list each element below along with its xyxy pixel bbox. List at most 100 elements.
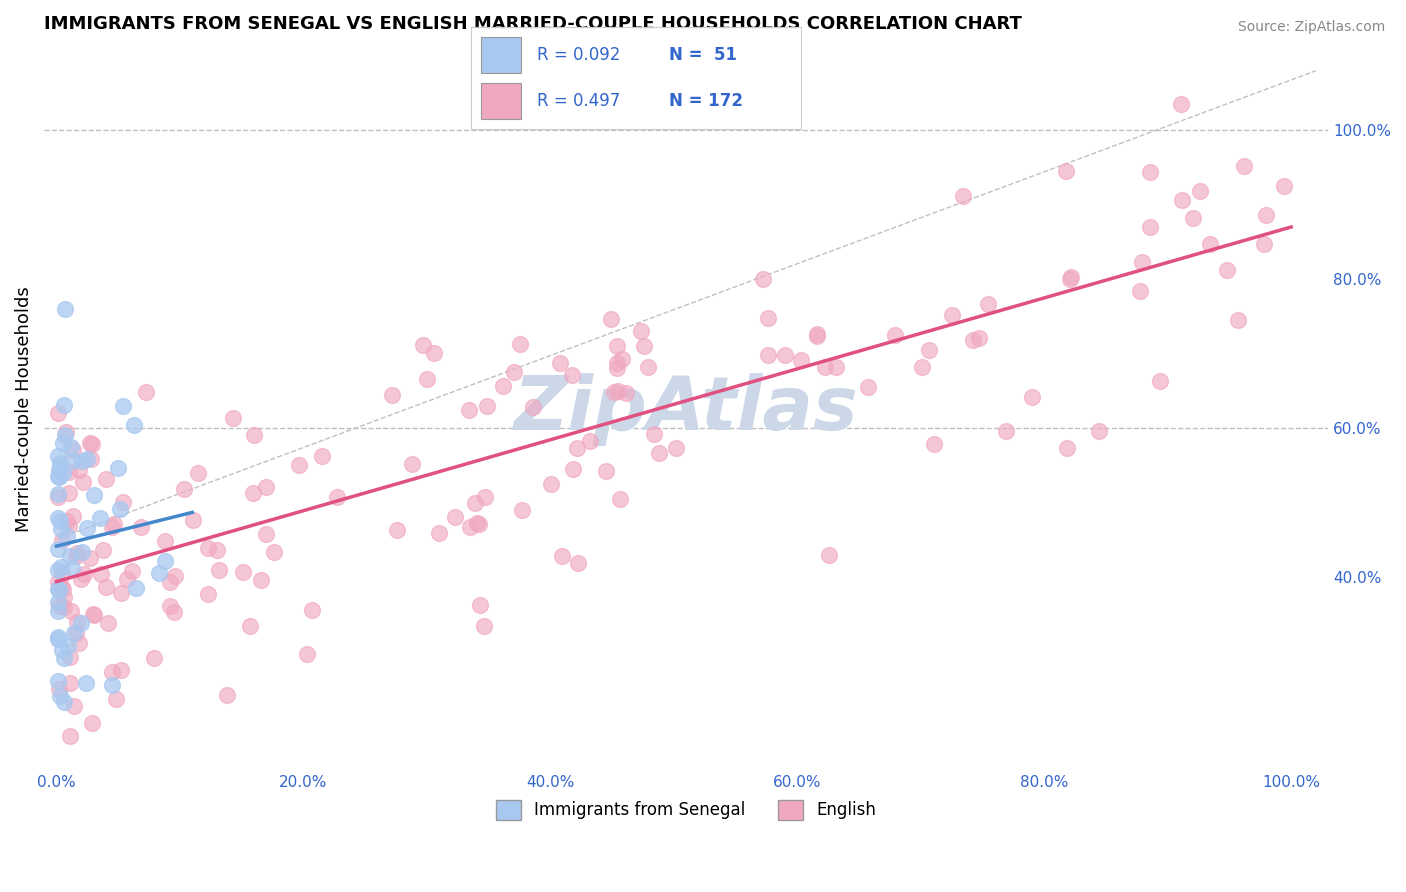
Point	[475, 399, 498, 413]
Point	[263, 545, 285, 559]
Text: R = 0.497: R = 0.497	[537, 92, 620, 110]
Point	[221, 411, 243, 425]
Point	[565, 441, 588, 455]
Point	[46, 468, 69, 483]
Point	[53, 599, 76, 614]
Point	[58, 519, 80, 533]
Point	[69, 572, 91, 586]
Point	[83, 608, 105, 623]
Point	[922, 436, 945, 450]
Point	[63, 699, 86, 714]
Point	[1233, 159, 1256, 173]
Point	[423, 346, 446, 360]
Text: N = 172: N = 172	[669, 92, 744, 110]
Point	[962, 333, 984, 347]
Point	[52, 591, 75, 605]
Point	[918, 343, 941, 357]
Point	[59, 650, 82, 665]
Point	[100, 665, 122, 680]
Point	[1021, 390, 1043, 404]
Point	[52, 436, 75, 450]
Point	[444, 510, 467, 524]
Point	[561, 461, 583, 475]
Point	[142, 651, 165, 665]
Point	[97, 615, 120, 630]
Point	[412, 338, 434, 352]
Point	[110, 586, 132, 600]
Point	[48, 689, 70, 703]
Point	[103, 516, 125, 531]
Point	[1253, 237, 1275, 252]
Point	[600, 312, 623, 326]
Point	[648, 446, 671, 460]
FancyBboxPatch shape	[481, 83, 520, 119]
Text: Source: ZipAtlas.com: Source: ZipAtlas.com	[1237, 20, 1385, 34]
Point	[1149, 374, 1171, 388]
Point	[239, 618, 262, 632]
Point	[76, 452, 98, 467]
Point	[111, 399, 134, 413]
Legend: Immigrants from Senegal, English: Immigrants from Senegal, English	[489, 793, 883, 827]
Point	[51, 567, 73, 582]
Point	[59, 729, 82, 743]
Point	[53, 301, 76, 316]
Point	[46, 490, 69, 504]
Point	[522, 400, 544, 414]
Point	[62, 509, 84, 524]
Point	[48, 470, 70, 484]
Point	[215, 688, 238, 702]
Point	[52, 582, 75, 596]
Point	[75, 675, 97, 690]
Point	[994, 424, 1017, 438]
Point	[117, 572, 139, 586]
Point	[58, 485, 80, 500]
Point	[540, 477, 562, 491]
Point	[427, 525, 450, 540]
Point	[1130, 255, 1153, 269]
Point	[49, 514, 72, 528]
Point	[135, 384, 157, 399]
Point	[464, 496, 486, 510]
Point	[80, 451, 103, 466]
Point	[65, 549, 87, 563]
Point	[60, 454, 83, 468]
Point	[458, 520, 481, 534]
Point	[1170, 96, 1192, 111]
Point	[1060, 270, 1083, 285]
Point	[67, 635, 90, 649]
Point	[665, 441, 688, 455]
Point	[56, 529, 79, 543]
Point	[83, 488, 105, 502]
Point	[643, 427, 665, 442]
Text: IMMIGRANTS FROM SENEGAL VS ENGLISH MARRIED-COUPLE HOUSEHOLDS CORRELATION CHART: IMMIGRANTS FROM SENEGAL VS ENGLISH MARRI…	[44, 15, 1022, 33]
Point	[288, 458, 311, 473]
Point	[59, 549, 82, 563]
Point	[59, 676, 82, 690]
Point	[76, 521, 98, 535]
Point	[606, 356, 628, 370]
Point	[59, 440, 82, 454]
Point	[66, 615, 89, 629]
Point	[1129, 284, 1152, 298]
Point	[1189, 184, 1212, 198]
Point	[607, 384, 630, 399]
Point	[51, 643, 73, 657]
Point	[73, 567, 96, 582]
Point	[60, 561, 83, 575]
Point	[66, 546, 89, 560]
Point	[48, 599, 70, 613]
Point	[94, 580, 117, 594]
Point	[468, 516, 491, 531]
Y-axis label: Married-couple Households: Married-couple Households	[15, 286, 32, 533]
Point	[1181, 211, 1204, 225]
Point	[72, 475, 94, 490]
Point	[232, 565, 254, 579]
Point	[474, 490, 496, 504]
Point	[46, 574, 69, 589]
Point	[46, 632, 69, 647]
Point	[603, 385, 626, 400]
Text: ZipAtlas: ZipAtlas	[513, 373, 859, 446]
Point	[606, 339, 628, 353]
Point	[48, 456, 70, 470]
Point	[1054, 163, 1077, 178]
